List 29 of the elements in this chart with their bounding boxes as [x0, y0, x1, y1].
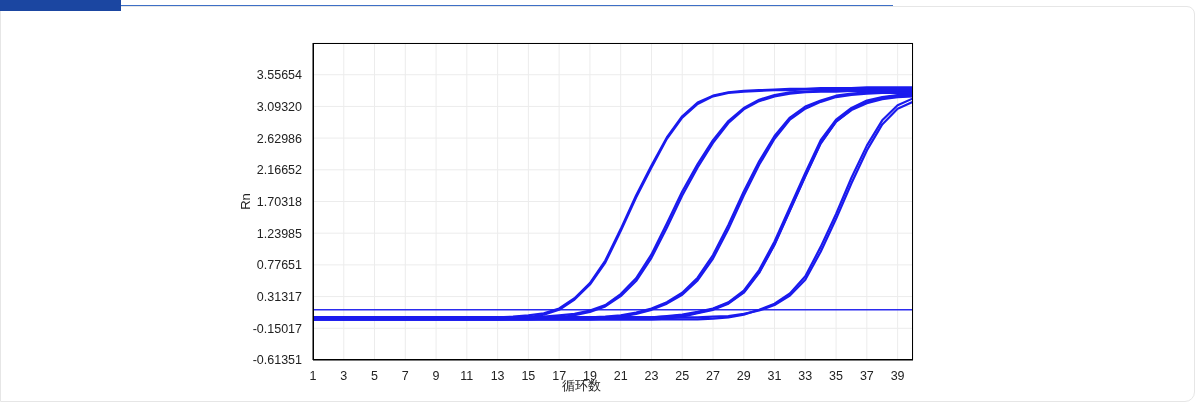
y-tick-label: 3.09320	[256, 99, 303, 114]
x-tick-label: 7	[401, 368, 409, 383]
x-tick-label: 37	[859, 368, 874, 383]
y-tick-label: 2.62986	[256, 131, 303, 146]
x-tick-label: 29	[736, 368, 751, 383]
x-tick-label: 25	[675, 368, 690, 383]
x-tick-label: 27	[706, 368, 720, 383]
y-tick-label: 1.70318	[256, 194, 303, 209]
x-tick-label: 35	[829, 368, 844, 383]
x-tick-label: 33	[798, 368, 813, 383]
x-tick-label: 3	[340, 368, 348, 383]
x-tick-label: 21	[613, 368, 628, 383]
y-tick-label: 2.16652	[256, 163, 303, 178]
x-tick-label: 5	[371, 368, 379, 383]
x-tick-label: 11	[460, 368, 474, 383]
x-tick-label: 39	[890, 368, 905, 383]
x-tick-label: 13	[490, 368, 505, 383]
y-tick-label: 1.23985	[256, 226, 303, 241]
x-tick-label: 31	[767, 368, 782, 383]
y-tick-label: -0.15017	[252, 321, 303, 336]
y-tick-label: -0.61351	[252, 353, 303, 368]
x-tick-label: 23	[644, 368, 659, 383]
y-tick-label: 0.31317	[256, 290, 303, 305]
x-tick-label: 9	[432, 368, 440, 383]
x-tick-label: 1	[309, 368, 317, 383]
y-tick-label: 3.55654	[256, 68, 303, 83]
y-axis-title: Rn	[237, 193, 253, 210]
x-tick-label: 15	[521, 368, 536, 383]
y-tick-label: 0.77651	[256, 258, 303, 273]
